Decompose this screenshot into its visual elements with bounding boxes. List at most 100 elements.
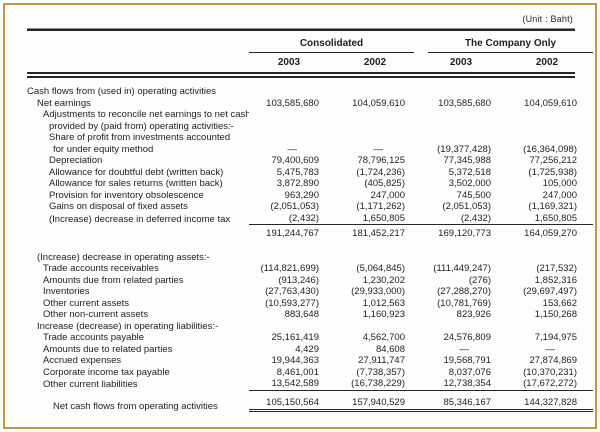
- cell-value: 144,327,828: [507, 397, 593, 412]
- cell-value: (17,672,272): [507, 378, 593, 391]
- cell-value: (913,246): [278, 274, 319, 286]
- cell-value: —: [287, 143, 298, 155]
- row-label: Net cash flows from operating activities: [53, 400, 218, 412]
- row-label: Trade accounts payable: [43, 332, 145, 343]
- cell-value: (10,370,231): [523, 366, 577, 378]
- cell-value: (1,171,262): [356, 201, 405, 212]
- table-row: Other non-current assets 883,648 1,160,923…: [27, 309, 577, 321]
- cell-value: (2,432): [421, 213, 507, 225]
- cell-value: 169,120,773: [438, 228, 491, 239]
- row-label: Amounts due to related parties: [43, 343, 173, 355]
- cell-value: (217,532): [536, 263, 577, 274]
- row-label: for under equity method: [53, 143, 154, 155]
- row-label: Allowance for sales returns (written bac…: [49, 178, 223, 189]
- row-label: (Increase) decrease in deferred income t…: [49, 213, 231, 225]
- cell-value: (2,051,053): [442, 201, 491, 212]
- table-row: Cash flows from (used in) operating acti…: [27, 86, 575, 98]
- row-label: Other non-current assets: [43, 309, 149, 320]
- cell-value: 3,872,890: [276, 178, 319, 189]
- cell-value: 3,502,000: [448, 178, 491, 189]
- table-row: Net earnings 103,585,680 104,059,610 103,58…: [27, 97, 577, 110]
- cell-value: 105,000: [542, 178, 577, 189]
- cell-value: 104,059,610: [524, 97, 577, 109]
- row-label: Inventories: [43, 286, 90, 297]
- cell-value: 103,585,680: [438, 97, 491, 109]
- cell-value: 1,650,805: [335, 213, 421, 225]
- table-row: Gains on disposal of fixed assets (2,051,…: [27, 201, 577, 213]
- cell-value: 247,000: [542, 189, 577, 201]
- table-row: Amounts due to related parties 4,429 84,60…: [27, 344, 575, 356]
- cell-value: (2,051,053): [270, 201, 319, 212]
- table-row: Trade accounts receivables (114,821,699) (…: [27, 263, 577, 275]
- table-row: Amounts due from related parties (913,246…: [27, 274, 577, 287]
- cell-value: 883,648: [284, 309, 319, 320]
- cell-value: (10,781,769): [437, 297, 491, 309]
- table-row: Provision for inventory obsolescence 963,…: [27, 189, 577, 202]
- row-label: Increase (decrease) in operating liabili…: [37, 320, 219, 332]
- cell-value: 823,926: [456, 309, 491, 320]
- row-label: Other current assets: [43, 297, 130, 309]
- year-header-row: 2003 2002 2003 2002: [27, 53, 575, 72]
- table-row: Corporate income tax payable 8,461,001 (7,…: [27, 366, 577, 379]
- cell-value: 1,160,923: [362, 309, 405, 320]
- table-row: Share of profit from investments account…: [27, 132, 575, 144]
- cell-value: (29,697,497): [523, 286, 577, 297]
- cell-value: (27,288,270): [437, 286, 491, 297]
- cell-value: 157,940,529: [335, 397, 421, 412]
- table-row: (Increase) decrease in deferred income t…: [27, 213, 593, 225]
- cell-value: (19,377,428): [437, 143, 491, 155]
- cell-value: 153,662: [542, 297, 577, 309]
- row-label: Trade accounts receivables: [43, 263, 159, 274]
- table-row: Trade accounts payable 25,161,419 4,562,70…: [27, 332, 577, 344]
- cell-value: (111,449,247): [433, 263, 491, 274]
- year-header-consolidated-2002: 2002: [363, 57, 387, 68]
- cell-value: 5,475,783: [276, 166, 319, 178]
- row-label: Corporate income tax payable: [43, 366, 170, 378]
- cell-value: 13,542,589: [249, 378, 335, 391]
- table-row: Allowance for doubtful debt (written bac…: [27, 166, 577, 179]
- cell-value: (1,169,321): [528, 201, 577, 212]
- row-label: provided by (paid from) operating activi…: [49, 120, 234, 132]
- row-label: Cash flows from (used in) operating acti…: [27, 86, 217, 97]
- top-rule: [27, 28, 575, 31]
- cell-value: (16,364,098): [523, 143, 577, 155]
- table-row: 191,244,767 181,452,217 169,120,773 164,059…: [27, 228, 577, 240]
- cell-value: 19,568,791: [443, 355, 491, 366]
- cell-value: 105,150,564: [249, 397, 335, 412]
- cell-value: 1,650,805: [507, 213, 593, 225]
- table-row: Other current assets (10,593,277) 1,012,56…: [27, 297, 577, 310]
- cell-value: 963,290: [284, 189, 319, 201]
- cell-value: 85,346,167: [421, 397, 507, 412]
- table-row: Accrued expenses 19,944,363 27,911,747 19,5…: [27, 355, 577, 367]
- column-group-company-only: The Company Only: [428, 38, 593, 53]
- table-row: Inventories (27,763,430) (29,933,000) (27,2…: [27, 286, 577, 298]
- cell-value: 8,037,076: [448, 366, 491, 378]
- row-label: Net earnings: [37, 97, 91, 109]
- cell-value: 164,059,270: [524, 228, 577, 239]
- cell-value: 24,576,809: [443, 332, 491, 343]
- cell-value: 745,500: [456, 189, 491, 201]
- cell-value: 78,796,125: [357, 155, 405, 166]
- cell-value: 1,150,268: [534, 309, 577, 320]
- cell-value: (405,825): [364, 178, 405, 189]
- cell-value: —: [459, 343, 470, 355]
- row-label: Share of profit from investments account…: [49, 132, 231, 143]
- column-group-consolidated: Consolidated: [249, 38, 414, 53]
- cell-value: 104,059,610: [352, 97, 405, 109]
- table-row: (Increase) decrease in operating assets:…: [27, 252, 575, 264]
- table-rows: Cash flows from (used in) operating acti…: [27, 86, 593, 412]
- cell-value: (27,763,430): [265, 286, 319, 297]
- unit-label: (Unit : Baht): [522, 14, 573, 24]
- cell-value: 7,194,975: [534, 332, 577, 343]
- table-row: Net cash flows from operating activities…: [27, 397, 593, 412]
- cell-value: 79,400,609: [271, 155, 319, 166]
- cell-value: (5,064,845): [356, 263, 405, 274]
- cell-value: 191,244,767: [266, 228, 319, 239]
- year-header-company-2002: 2002: [535, 57, 559, 68]
- cell-value: 77,345,988: [443, 155, 491, 166]
- row-label: Depreciation: [49, 155, 103, 166]
- cell-value: 1,230,202: [362, 274, 405, 286]
- year-header-consolidated-2003: 2003: [277, 57, 301, 68]
- cell-value: (1,725,938): [528, 166, 577, 178]
